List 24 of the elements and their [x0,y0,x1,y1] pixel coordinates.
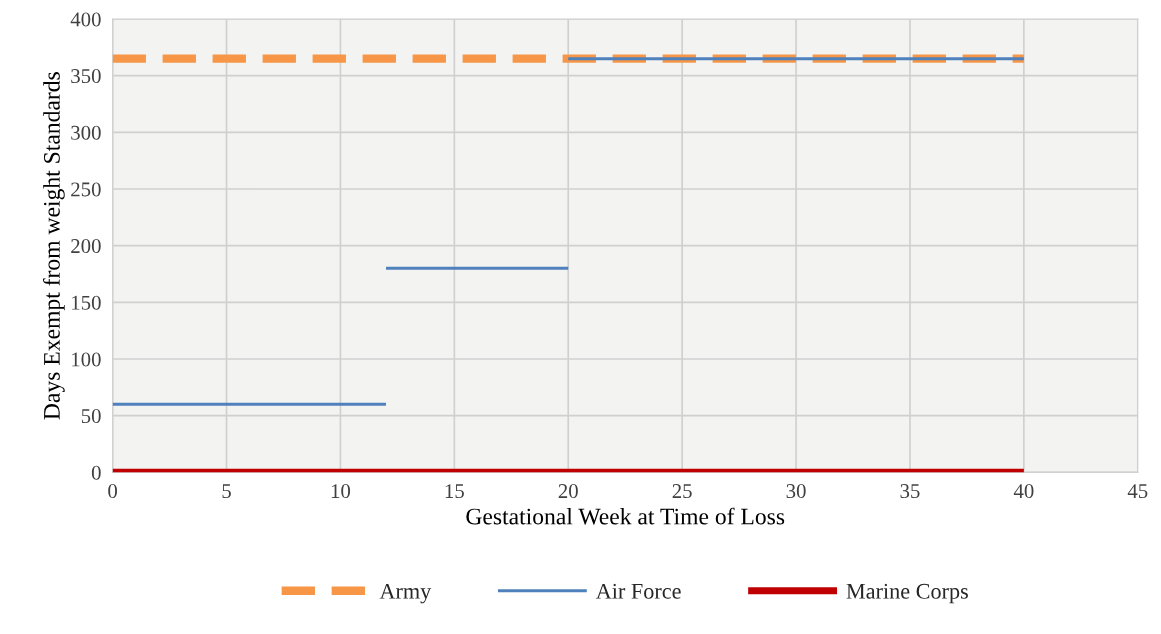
legend-label: Marine Corps [846,583,968,604]
x-tick-label: 15 [445,484,464,499]
y-tick-label: 250 [71,182,101,197]
x-tick-label: 25 [672,484,692,499]
y-tick-label: 400 [70,12,101,27]
x-tick-label: 35 [900,484,920,499]
legend-label: Army [379,583,432,604]
x-tick-label: 0 [108,484,118,499]
y-tick-label: 50 [81,409,101,424]
y-axis-title: Days Exempt from weight Standards [42,72,65,420]
x-tick-label: 40 [1013,484,1034,499]
y-tick-label: 300 [71,125,101,140]
y-tick-label: 350 [71,69,101,84]
x-tick-label: 20 [558,484,578,499]
y-tick-label: 200 [71,239,101,254]
x-tick-label: 30 [786,484,806,499]
y-tick-label: 150 [72,295,101,310]
x-tick-label: 5 [222,484,231,499]
legend-label: Air Force [595,583,681,599]
y-tick-label: 100 [72,352,101,367]
x-tick-label: 45 [1127,484,1148,499]
y-tick-label: 0 [91,465,101,480]
x-tick-label: 10 [331,484,351,499]
x-axis-title: Gestational Week at Time of Loss [466,507,785,525]
